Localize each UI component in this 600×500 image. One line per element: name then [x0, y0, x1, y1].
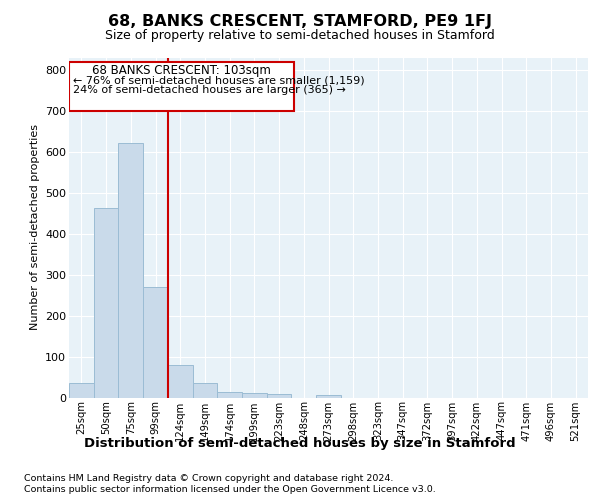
Text: Distribution of semi-detached houses by size in Stamford: Distribution of semi-detached houses by … [84, 438, 516, 450]
Text: Contains public sector information licensed under the Open Government Licence v3: Contains public sector information licen… [24, 485, 436, 494]
Bar [69, 62, 294, 111]
Text: 24% of semi-detached houses are larger (365) →: 24% of semi-detached houses are larger (… [73, 85, 346, 95]
Text: ← 76% of semi-detached houses are smaller (1,159): ← 76% of semi-detached houses are smalle… [73, 76, 364, 86]
Text: Size of property relative to semi-detached houses in Stamford: Size of property relative to semi-detach… [105, 29, 495, 42]
Bar [217, 392, 242, 398]
Text: 68, BANKS CRESCENT, STAMFORD, PE9 1FJ: 68, BANKS CRESCENT, STAMFORD, PE9 1FJ [108, 14, 492, 29]
Bar [267, 394, 292, 398]
Bar [94, 208, 118, 398]
Bar [193, 383, 217, 398]
Text: Contains HM Land Registry data © Crown copyright and database right 2024.: Contains HM Land Registry data © Crown c… [24, 474, 394, 483]
Y-axis label: Number of semi-detached properties: Number of semi-detached properties [29, 124, 40, 330]
Bar [143, 287, 168, 398]
Bar [168, 364, 193, 398]
Bar [69, 383, 94, 398]
Bar [242, 392, 267, 398]
Bar [118, 142, 143, 398]
Text: 68 BANKS CRESCENT: 103sqm: 68 BANKS CRESCENT: 103sqm [92, 64, 271, 78]
Bar [316, 394, 341, 398]
